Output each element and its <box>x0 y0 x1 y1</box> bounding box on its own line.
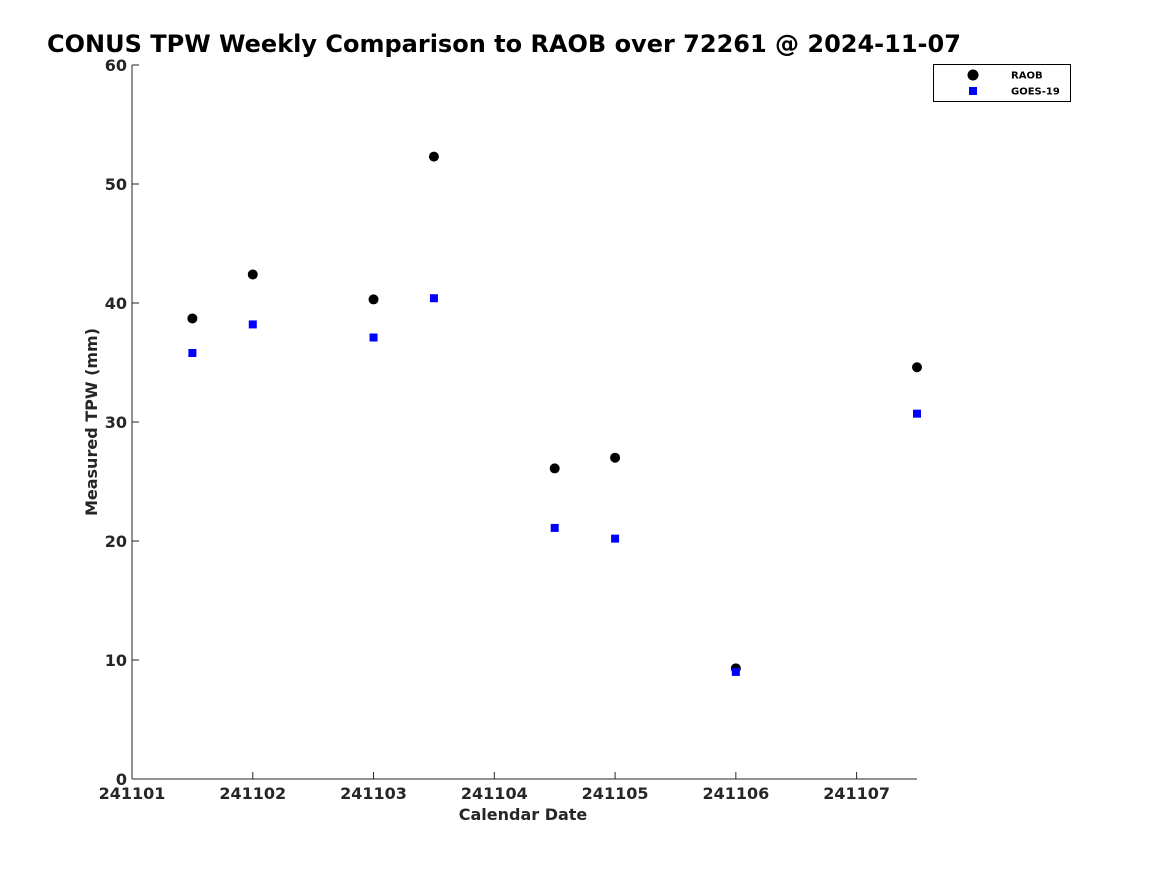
goes-19-data-point <box>913 409 921 418</box>
legend-goes-label: GOES-19 <box>1011 87 1060 98</box>
x-tick-label: 241105 <box>582 784 649 803</box>
goes-19-data-point <box>550 523 559 532</box>
legend-box <box>933 64 1071 102</box>
y-axis-label: Measured TPW (mm) <box>82 328 101 516</box>
x-tick-label: 241101 <box>99 784 166 803</box>
plot-axes <box>131 65 917 780</box>
x-ticks: 241101 241102 241103 241104 241105 241106 2411… <box>99 772 890 803</box>
y-ticks: 0 10 20 30 40 50 60 <box>105 56 139 789</box>
y-tick-label: 50 <box>105 175 127 194</box>
y-tick-label: 60 <box>105 56 127 75</box>
raob-data-point <box>428 151 439 162</box>
raob-data-point <box>912 362 922 373</box>
legend-raob-label: RAOB <box>1011 71 1043 82</box>
legend-raob-marker <box>967 69 979 81</box>
y-tick-label: 10 <box>105 651 127 670</box>
y-tick-label: 0 <box>116 770 127 789</box>
x-tick-label: 241104 <box>461 784 528 803</box>
raob-data-point <box>610 452 621 463</box>
goes-19-data-point <box>731 667 740 676</box>
data-points <box>187 151 922 676</box>
y-tick-label: 30 <box>105 413 127 432</box>
goes-19-data-point <box>188 348 197 357</box>
raob-data-point <box>247 269 258 280</box>
y-tick-label: 40 <box>105 294 127 313</box>
raob-data-point <box>368 294 379 305</box>
goes-19-data-point <box>429 294 438 303</box>
raob-data-point <box>187 313 198 324</box>
goes-19-data-point <box>369 333 378 342</box>
raob-data-point <box>549 463 560 474</box>
x-tick-label: 241106 <box>702 784 769 803</box>
goes-19-data-point <box>248 320 257 329</box>
legend-goes-marker <box>969 87 977 95</box>
goes-19-data-point <box>611 534 620 543</box>
legend: RAOB GOES-19 <box>933 64 1071 102</box>
x-tick-label: 241103 <box>340 784 407 803</box>
x-axis-label: Calendar Date <box>459 805 588 824</box>
x-tick-label: 241107 <box>823 784 890 803</box>
y-tick-label: 20 <box>105 532 127 551</box>
x-tick-label: 241102 <box>219 784 286 803</box>
chart-title: CONUS TPW Weekly Comparison to RAOB over… <box>47 30 961 58</box>
